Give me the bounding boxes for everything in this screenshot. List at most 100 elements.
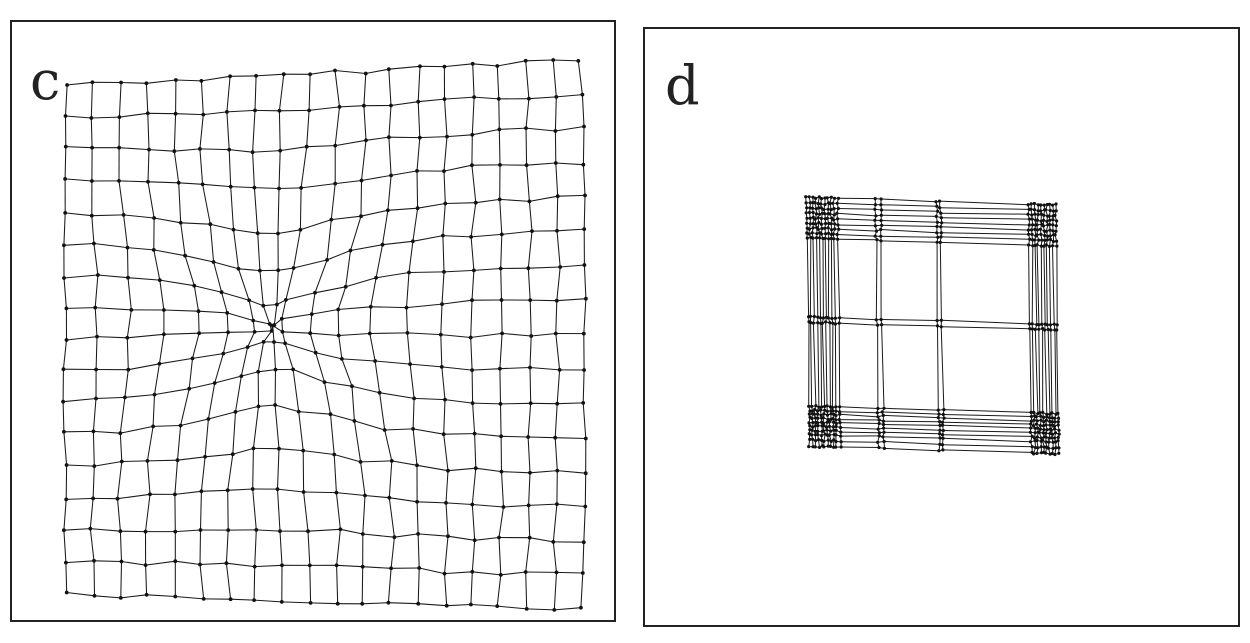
mesh-node (231, 227, 236, 232)
mesh-edge (340, 528, 363, 535)
mesh-node (1027, 223, 1031, 227)
mesh-node (196, 309, 201, 314)
mesh-node (1050, 416, 1054, 420)
mesh-node (876, 323, 880, 327)
mesh-node (876, 427, 880, 431)
mesh-edge (334, 70, 341, 107)
mesh-node (199, 489, 204, 494)
mesh-node (176, 180, 181, 185)
mesh-node (939, 211, 943, 215)
mesh-node (444, 603, 449, 608)
mesh-node (1039, 203, 1043, 207)
mesh-node (817, 206, 821, 210)
mesh-node (808, 424, 812, 428)
mesh-edge (816, 237, 819, 318)
mesh-edge (227, 488, 253, 491)
mesh-node (1052, 322, 1056, 326)
mesh-edge (360, 209, 389, 217)
mesh-node (119, 459, 124, 464)
mesh-edge (529, 470, 558, 474)
mesh-edge (89, 528, 95, 561)
mesh-node (934, 214, 938, 218)
mesh-node (1050, 432, 1055, 436)
mesh-node (875, 238, 879, 242)
mesh-node (816, 315, 820, 319)
mesh-edge (153, 249, 186, 257)
mesh-node (551, 540, 556, 544)
mesh-edge (226, 76, 231, 112)
mesh-edge (939, 207, 1030, 210)
mesh-edge (180, 222, 186, 256)
mesh-edge (153, 363, 160, 395)
mesh-node (441, 233, 445, 238)
mesh-node (827, 424, 832, 429)
mesh-node (1030, 322, 1034, 326)
mesh-edge (446, 603, 471, 607)
mesh-node (1042, 420, 1046, 424)
mesh-node (526, 266, 531, 271)
mesh-edge (416, 501, 419, 534)
mesh-edge (67, 81, 93, 86)
mesh-edge (285, 267, 295, 301)
mesh-edge (882, 411, 940, 415)
mesh-node (828, 212, 832, 216)
mesh-node (819, 413, 823, 417)
mesh-edge (360, 461, 366, 496)
mesh-node (224, 561, 229, 566)
mesh-node (826, 438, 830, 442)
mesh-node (837, 227, 841, 231)
mesh-node (815, 232, 819, 236)
mesh-node (836, 217, 840, 221)
mesh-edge (119, 397, 126, 434)
mesh-node (581, 401, 586, 405)
mesh-node (1056, 439, 1060, 443)
mesh-edge (175, 529, 201, 533)
mesh-edge (221, 292, 228, 314)
mesh-node (558, 265, 563, 269)
mesh-edge (390, 537, 395, 569)
mesh-edge (442, 203, 446, 236)
mesh-node (1032, 201, 1036, 206)
mesh-node (1057, 416, 1061, 420)
mesh-edge (299, 187, 302, 230)
mesh-edge (208, 411, 236, 420)
mesh-node (92, 593, 97, 598)
mesh-edge (941, 217, 1030, 220)
mesh-edge (557, 402, 584, 405)
mesh-node (831, 425, 835, 429)
mesh-edge (209, 224, 215, 263)
mesh-node (1037, 430, 1041, 435)
mesh-edge (278, 150, 281, 189)
mesh-edge (232, 447, 254, 455)
mesh-edge (120, 561, 123, 598)
mesh-edge (471, 97, 475, 135)
mesh-node (1055, 328, 1059, 332)
mesh-node (1030, 434, 1034, 438)
mesh-node (818, 212, 822, 216)
mesh-edge (554, 607, 581, 611)
mesh-edge (408, 271, 445, 274)
mesh-node (1055, 244, 1059, 248)
mesh-node (582, 368, 586, 372)
mesh-node (334, 563, 339, 568)
mesh-node (472, 538, 477, 543)
mesh-node (227, 147, 232, 152)
mesh-edge (199, 562, 227, 566)
mesh-node (1032, 452, 1036, 456)
mesh-node (157, 361, 162, 366)
mesh-node (873, 218, 877, 222)
mesh-edge (529, 300, 532, 337)
mesh-edge (555, 437, 586, 440)
mesh-edge (118, 82, 122, 118)
mesh-node (882, 446, 886, 450)
mesh-edge (175, 79, 202, 82)
mesh-node (877, 431, 881, 435)
mesh-node (64, 590, 69, 595)
mesh-edge (555, 162, 584, 166)
mesh-node (936, 209, 940, 213)
mesh-node (338, 527, 343, 532)
mesh-edge (277, 188, 280, 234)
mesh-edge (388, 65, 421, 70)
mesh-edge (293, 229, 301, 269)
mesh-node (809, 321, 813, 325)
